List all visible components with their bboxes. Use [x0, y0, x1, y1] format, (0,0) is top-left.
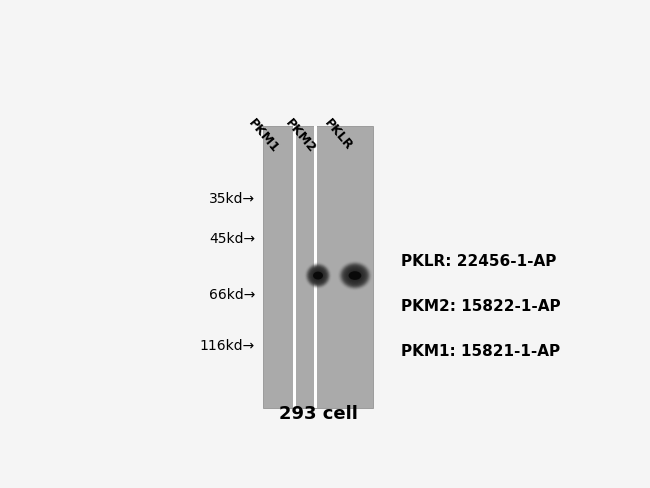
Ellipse shape	[348, 270, 361, 281]
Ellipse shape	[343, 265, 367, 285]
Ellipse shape	[313, 271, 323, 281]
Ellipse shape	[308, 266, 328, 285]
Ellipse shape	[344, 266, 365, 285]
Ellipse shape	[339, 262, 372, 290]
Ellipse shape	[341, 264, 369, 287]
Ellipse shape	[317, 274, 320, 277]
Ellipse shape	[339, 262, 371, 289]
Ellipse shape	[342, 264, 368, 286]
Text: 45kd→: 45kd→	[209, 232, 255, 246]
Ellipse shape	[309, 266, 327, 285]
Ellipse shape	[305, 263, 331, 288]
Ellipse shape	[307, 265, 329, 286]
Ellipse shape	[309, 267, 327, 284]
Bar	[314, 126, 317, 408]
Ellipse shape	[343, 265, 367, 286]
Ellipse shape	[315, 273, 320, 278]
Ellipse shape	[348, 271, 361, 280]
Ellipse shape	[354, 274, 356, 277]
Text: 293 cell: 293 cell	[279, 405, 358, 423]
Bar	[292, 126, 296, 408]
Ellipse shape	[340, 263, 370, 288]
Ellipse shape	[346, 268, 364, 283]
Text: PKM1: 15821-1-AP: PKM1: 15821-1-AP	[401, 344, 560, 359]
Ellipse shape	[311, 269, 325, 283]
Ellipse shape	[349, 271, 361, 281]
Text: PKLR: PKLR	[322, 117, 355, 153]
Text: PKM1: PKM1	[246, 117, 281, 156]
Ellipse shape	[348, 269, 363, 282]
Text: PKM2: PKM2	[282, 117, 318, 156]
Ellipse shape	[310, 267, 326, 284]
Ellipse shape	[348, 269, 362, 282]
Bar	[263, 126, 373, 408]
Ellipse shape	[317, 275, 318, 276]
Ellipse shape	[313, 271, 322, 280]
Ellipse shape	[308, 265, 328, 285]
Ellipse shape	[346, 267, 364, 284]
Ellipse shape	[315, 272, 321, 279]
Ellipse shape	[341, 264, 369, 288]
Ellipse shape	[339, 263, 370, 289]
Ellipse shape	[350, 271, 360, 280]
Ellipse shape	[306, 264, 330, 287]
Ellipse shape	[347, 268, 363, 283]
Ellipse shape	[345, 267, 365, 284]
Text: 35kd→: 35kd→	[209, 192, 255, 206]
Ellipse shape	[313, 272, 323, 280]
Text: PKM2: 15822-1-AP: PKM2: 15822-1-AP	[401, 299, 561, 314]
Ellipse shape	[314, 272, 322, 280]
Ellipse shape	[312, 270, 324, 282]
Ellipse shape	[306, 264, 330, 287]
Ellipse shape	[311, 268, 326, 283]
Text: 66kd→: 66kd→	[209, 288, 255, 302]
Ellipse shape	[352, 273, 358, 279]
Text: PKLR: 22456-1-AP: PKLR: 22456-1-AP	[401, 254, 556, 269]
Ellipse shape	[315, 272, 322, 279]
Ellipse shape	[350, 272, 359, 280]
Ellipse shape	[353, 274, 357, 277]
Ellipse shape	[306, 263, 331, 288]
Ellipse shape	[307, 264, 329, 286]
Ellipse shape	[316, 273, 320, 278]
Ellipse shape	[310, 268, 326, 284]
Text: 116kd→: 116kd→	[200, 339, 255, 353]
Ellipse shape	[351, 272, 359, 279]
Ellipse shape	[344, 266, 366, 285]
Ellipse shape	[313, 270, 324, 281]
Ellipse shape	[352, 273, 358, 278]
Ellipse shape	[354, 275, 356, 276]
Ellipse shape	[311, 269, 324, 282]
Ellipse shape	[317, 274, 319, 277]
